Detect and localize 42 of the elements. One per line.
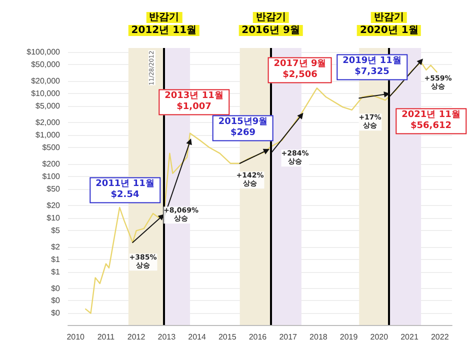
x-tick-label: 2020 — [370, 332, 389, 342]
y-tick-label: $20,000 — [31, 76, 61, 86]
x-tick-label: 2013 — [158, 332, 176, 342]
y-tick-label: $50 — [46, 184, 61, 194]
y-tick-label: $100,000 — [26, 48, 61, 57]
x-tick-label: 2016 — [248, 332, 268, 342]
y-tick-label: $1 — [51, 254, 61, 264]
y-tick-label: $2,000 — [36, 118, 61, 127]
y-tick-label: $10,000 — [31, 88, 61, 98]
y-tick-label: $5 — [51, 226, 61, 235]
y-tick-label: $2 — [51, 242, 61, 252]
x-tick-label: 2018 — [310, 332, 328, 342]
x-tick-label: 2017 — [279, 332, 298, 342]
annotation: 2011년 11월 $2.54 — [90, 177, 160, 203]
annotation: 2021년 11월 $56,612 — [396, 108, 466, 134]
y-tick-label: $1,000 — [36, 130, 61, 140]
x-tick-label: 2022 — [430, 332, 450, 342]
y-tick-label: $500 — [42, 142, 61, 152]
x-tick-label: 2014 — [188, 332, 206, 342]
x-tick-label: 2010 — [66, 332, 86, 342]
x-tick-label: 2011 — [97, 332, 116, 342]
x-tick-label: 2021 — [400, 332, 419, 342]
y-tick-label: $0 — [51, 284, 61, 293]
annotation: 2015년9월 $269 — [212, 115, 274, 141]
annotation: 2019년 11월 $7,325 — [336, 54, 408, 80]
ref-line-label: 반감기 2020년 1월 — [359, 12, 420, 36]
y-tick-label: $20 — [46, 200, 61, 210]
y-tick-label: $1 — [51, 267, 61, 276]
ref-line-label: 반감기 2016년 9월 — [240, 12, 301, 36]
x-tick-label: 2012 — [127, 332, 146, 342]
y-tick-label: $0 — [51, 308, 61, 318]
ref-line-label: 반감기 2012년 11월 — [130, 12, 198, 36]
x-tick-label: 2015 — [218, 332, 237, 342]
y-tick-label: $50,000 — [31, 60, 61, 69]
y-tick-label: $10 — [46, 213, 61, 222]
y-tick-label: $0 — [51, 296, 61, 306]
annotation: 2017년 9월 $2,506 — [268, 57, 332, 83]
x-tick-label: 2019 — [340, 332, 358, 342]
y-tick-label: $5,000 — [36, 101, 61, 110]
y-tick-label: $200 — [42, 159, 61, 168]
annotation: 2013년 11월 $1,007 — [158, 89, 230, 115]
y-tick-label: $100 — [42, 172, 61, 181]
